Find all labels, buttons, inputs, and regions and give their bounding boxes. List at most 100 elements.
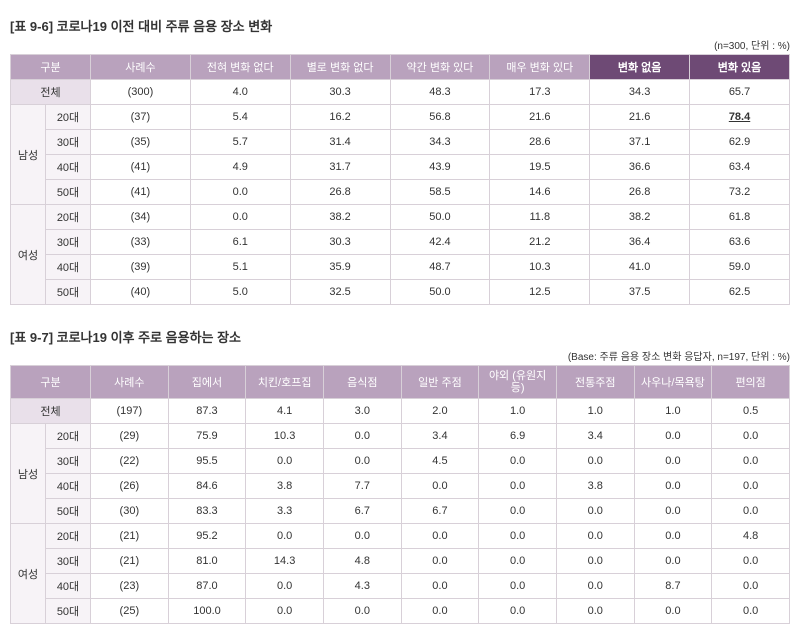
table-cell: 12.5 bbox=[490, 280, 590, 305]
t2-h-5: 일반 주점 bbox=[401, 366, 479, 399]
table-cell: 0.0 bbox=[712, 499, 790, 524]
table-cell: 0.0 bbox=[246, 449, 324, 474]
table-cell: (21) bbox=[91, 524, 169, 549]
table-cell: (300) bbox=[91, 80, 191, 105]
table-cell: 81.0 bbox=[168, 549, 246, 574]
table-cell: (26) bbox=[91, 474, 169, 499]
table-cell: 4.9 bbox=[190, 155, 290, 180]
table-cell: 3.8 bbox=[246, 474, 324, 499]
table-cell: 21.6 bbox=[490, 105, 590, 130]
table-cell: 95.2 bbox=[168, 524, 246, 549]
table-cell: 0.0 bbox=[401, 574, 479, 599]
table-cell: 0.0 bbox=[479, 524, 557, 549]
t1-age: 30대 bbox=[46, 130, 91, 155]
table-cell: 0.0 bbox=[401, 549, 479, 574]
table-cell: 34.3 bbox=[590, 80, 690, 105]
table-cell: 1.0 bbox=[556, 399, 634, 424]
table-cell: 73.2 bbox=[690, 180, 790, 205]
table-cell: 48.3 bbox=[390, 80, 490, 105]
t2-age: 40대 bbox=[46, 574, 91, 599]
table-cell: 3.4 bbox=[401, 424, 479, 449]
table-cell: (23) bbox=[91, 574, 169, 599]
t1-group-f: 여성 bbox=[11, 205, 46, 305]
table-cell: 26.8 bbox=[590, 180, 690, 205]
table-cell: (37) bbox=[91, 105, 191, 130]
table-cell: (197) bbox=[91, 399, 169, 424]
table-cell: 84.6 bbox=[168, 474, 246, 499]
table-cell: 5.0 bbox=[190, 280, 290, 305]
table-cell: (39) bbox=[91, 255, 191, 280]
table-cell: 0.0 bbox=[323, 424, 401, 449]
table-cell: 0.0 bbox=[323, 449, 401, 474]
table-cell: 0.0 bbox=[401, 599, 479, 624]
t2-h-3: 치킨/호프집 bbox=[246, 366, 324, 399]
t2-h-8: 사우나/목욕탕 bbox=[634, 366, 712, 399]
table-cell: 0.0 bbox=[479, 474, 557, 499]
table-cell: 19.5 bbox=[490, 155, 590, 180]
table-cell: 5.4 bbox=[190, 105, 290, 130]
t2-h-4: 음식점 bbox=[323, 366, 401, 399]
table-cell: 3.8 bbox=[556, 474, 634, 499]
table1-note: (n=300, 단위 : %) bbox=[10, 37, 790, 54]
table-cell: 3.3 bbox=[246, 499, 324, 524]
table-cell: 0.0 bbox=[190, 205, 290, 230]
table-cell: 38.2 bbox=[590, 205, 690, 230]
table-cell: 59.0 bbox=[690, 255, 790, 280]
table-cell: 4.3 bbox=[323, 574, 401, 599]
table-cell: 0.0 bbox=[634, 424, 712, 449]
table-cell: 10.3 bbox=[246, 424, 324, 449]
t2-group-f: 여성 bbox=[11, 524, 46, 624]
table-cell: 34.3 bbox=[390, 130, 490, 155]
t1-h-3: 별로 변화 없다 bbox=[290, 55, 390, 80]
table-cell: 63.6 bbox=[690, 230, 790, 255]
table-cell: 43.9 bbox=[390, 155, 490, 180]
table-cell: 4.8 bbox=[323, 549, 401, 574]
table-cell: 11.8 bbox=[490, 205, 590, 230]
table-cell: 6.1 bbox=[190, 230, 290, 255]
table-cell: (34) bbox=[91, 205, 191, 230]
table-cell: 58.5 bbox=[390, 180, 490, 205]
table-cell: 61.8 bbox=[690, 205, 790, 230]
table2: 구분 사례수 집에서 치킨/호프집 음식점 일반 주점 야외 (유원지 등) 전… bbox=[10, 365, 790, 624]
table-cell: 31.4 bbox=[290, 130, 390, 155]
table-cell: 14.6 bbox=[490, 180, 590, 205]
table2-note: (Base: 주류 음용 장소 변화 응답자, n=197, 단위 : %) bbox=[10, 348, 790, 365]
t1-h-gubun: 구분 bbox=[11, 55, 91, 80]
table-cell: 16.2 bbox=[290, 105, 390, 130]
table-cell: 2.0 bbox=[401, 399, 479, 424]
t1-group-m: 남성 bbox=[11, 105, 46, 205]
table-cell: 17.3 bbox=[490, 80, 590, 105]
table-cell: 5.1 bbox=[190, 255, 290, 280]
table-cell: 3.0 bbox=[323, 399, 401, 424]
t1-age: 50대 bbox=[46, 180, 91, 205]
t1-h-1: 사례수 bbox=[91, 55, 191, 80]
table-cell: 0.0 bbox=[634, 449, 712, 474]
t1-h-6: 변화 없음 bbox=[590, 55, 690, 80]
table-cell: 0.0 bbox=[323, 599, 401, 624]
table-cell: 14.3 bbox=[246, 549, 324, 574]
table-cell: 0.0 bbox=[479, 599, 557, 624]
table-cell: 5.7 bbox=[190, 130, 290, 155]
t2-age: 30대 bbox=[46, 449, 91, 474]
table-cell: 0.0 bbox=[479, 574, 557, 599]
table-cell: 32.5 bbox=[290, 280, 390, 305]
table-cell: 0.0 bbox=[323, 524, 401, 549]
t1-h-4: 약간 변화 있다 bbox=[390, 55, 490, 80]
table-cell: 38.2 bbox=[290, 205, 390, 230]
table-cell: 0.0 bbox=[712, 474, 790, 499]
table-cell: 4.0 bbox=[190, 80, 290, 105]
table-cell: 78.4 bbox=[690, 105, 790, 130]
t2-h-6: 야외 (유원지 등) bbox=[479, 366, 557, 399]
table-cell: 0.0 bbox=[556, 599, 634, 624]
table-cell: 6.7 bbox=[323, 499, 401, 524]
table-cell: 0.0 bbox=[479, 499, 557, 524]
table-cell: 0.0 bbox=[401, 524, 479, 549]
table-cell: 0.0 bbox=[712, 599, 790, 624]
table-cell: 0.0 bbox=[556, 574, 634, 599]
t2-h-1: 사례수 bbox=[91, 366, 169, 399]
table-cell: 31.7 bbox=[290, 155, 390, 180]
table-cell: 65.7 bbox=[690, 80, 790, 105]
table-cell: (41) bbox=[91, 155, 191, 180]
table-cell: 0.0 bbox=[634, 599, 712, 624]
table-cell: 83.3 bbox=[168, 499, 246, 524]
